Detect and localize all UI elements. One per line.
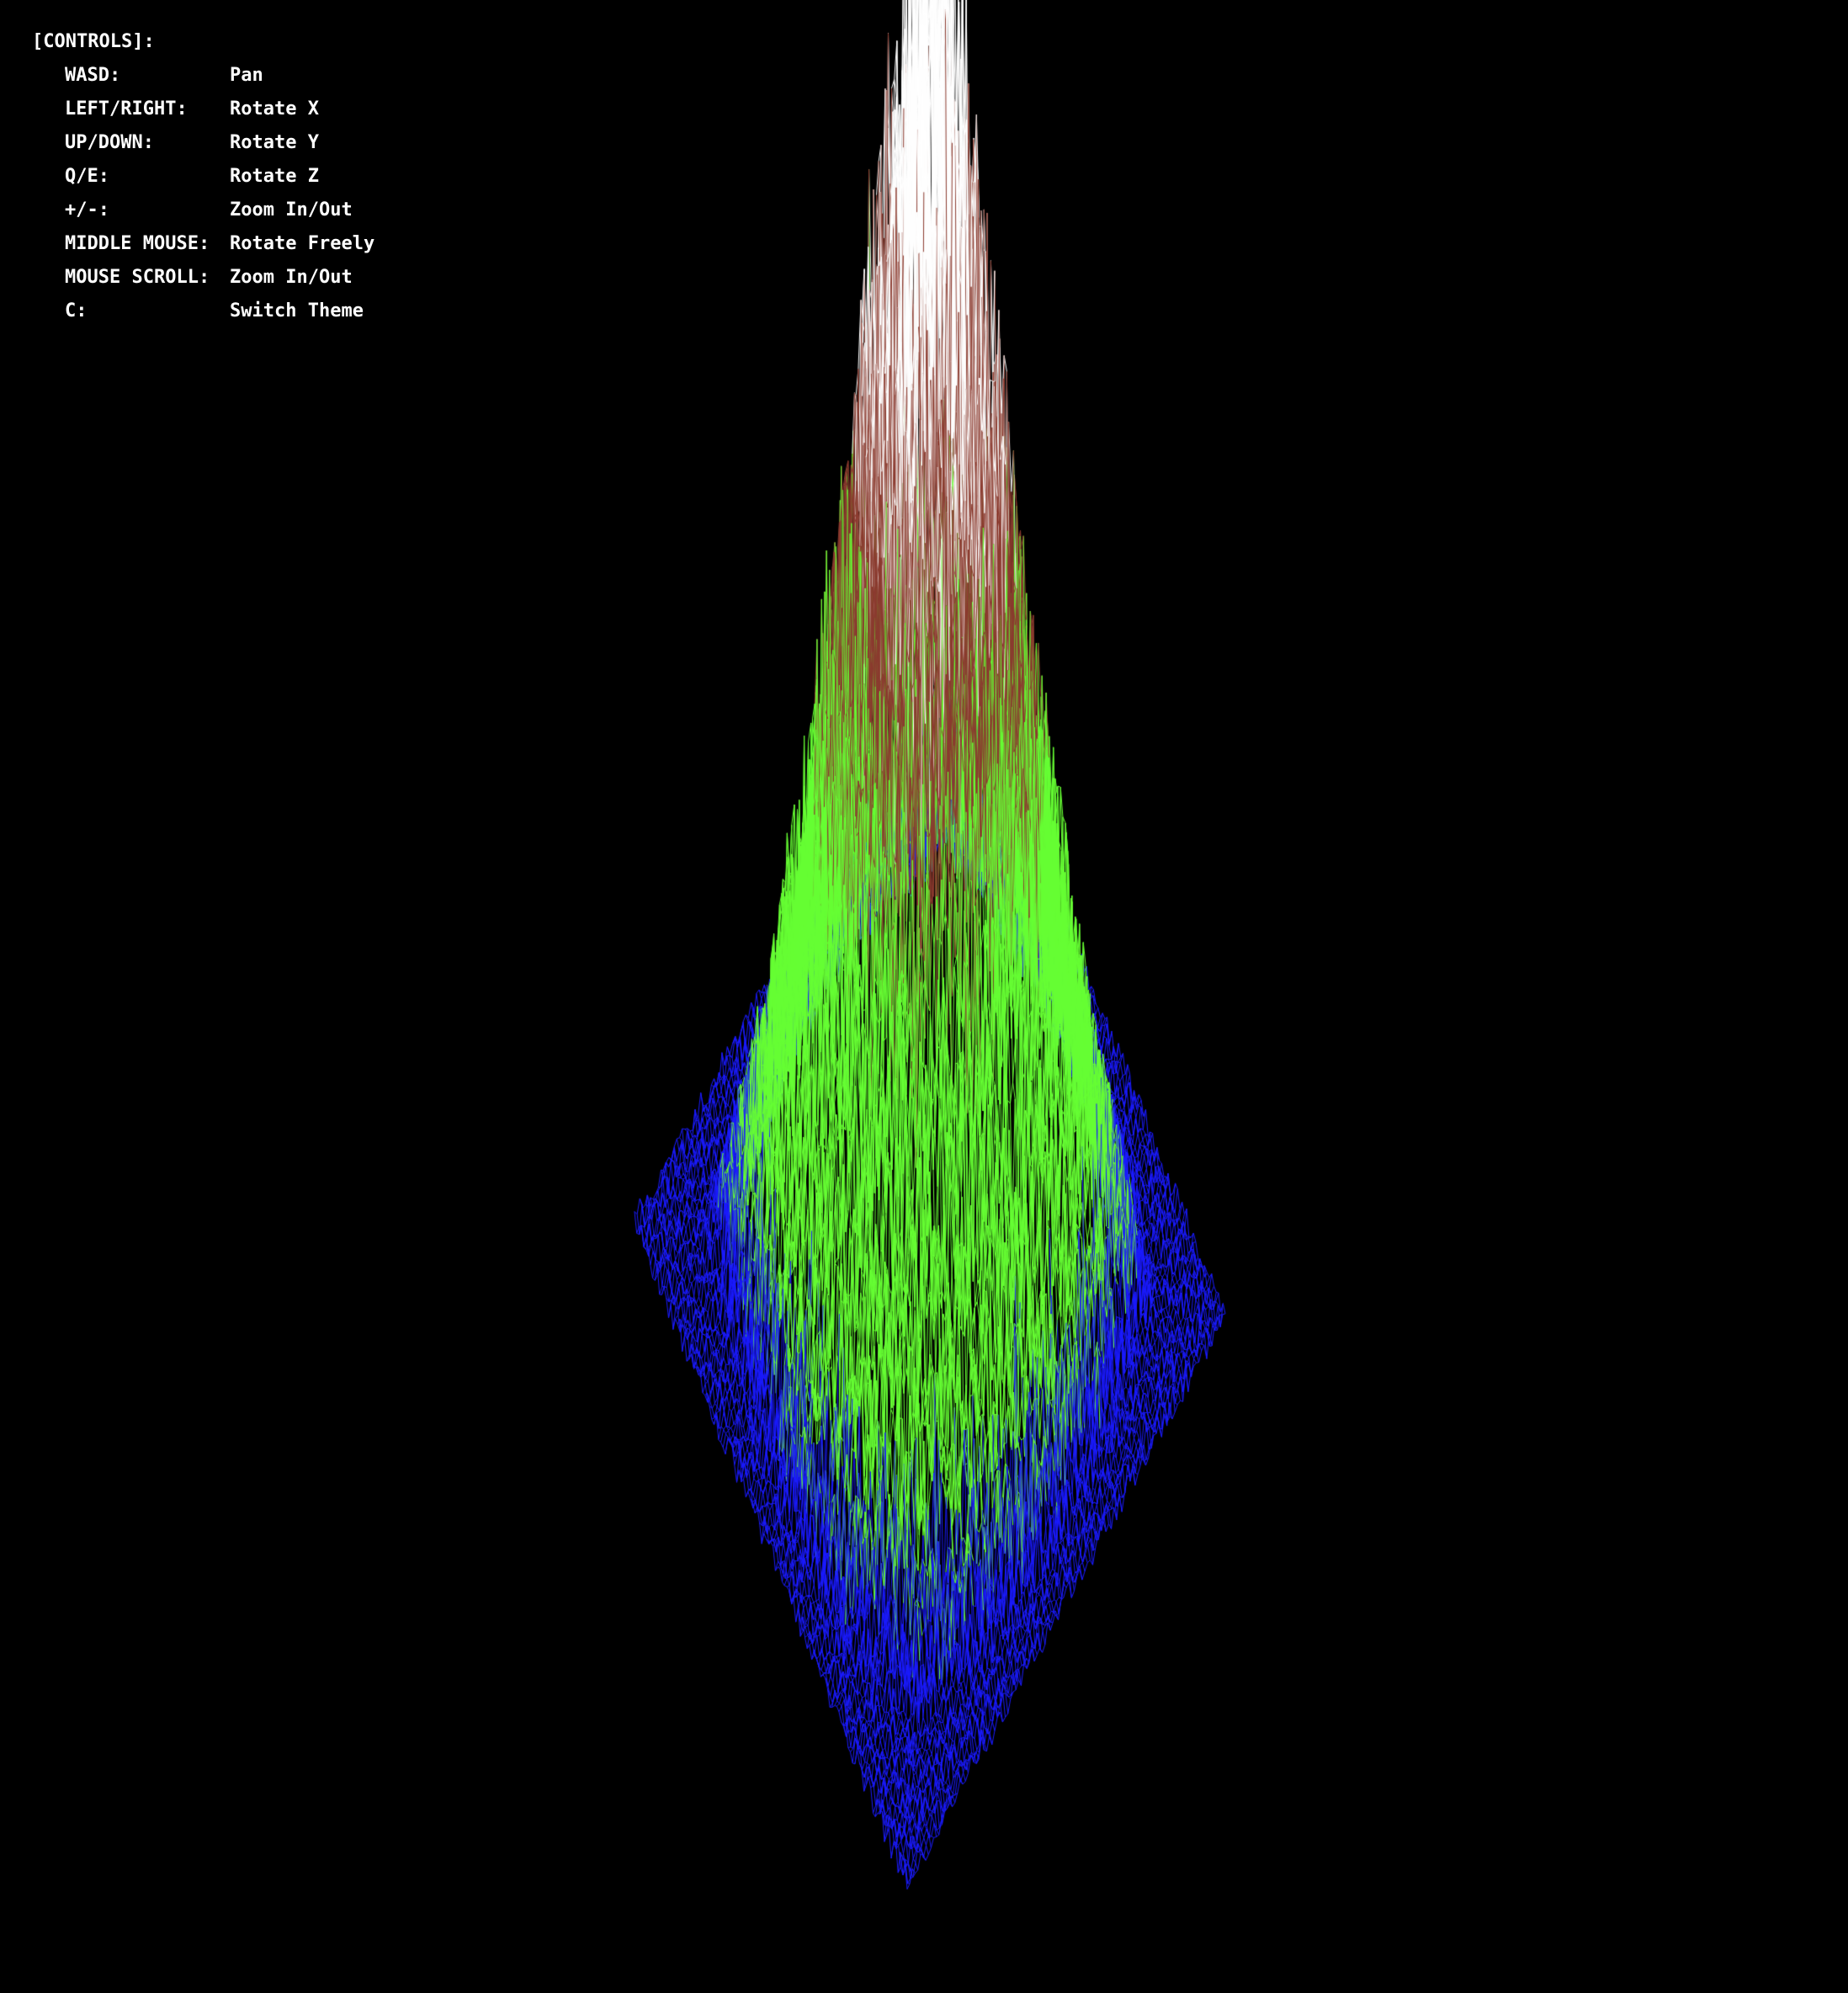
- control-action: Switch Theme: [230, 300, 364, 322]
- control-row-middle-mouse: MIDDLE MOUSE: Rotate Freely: [32, 227, 374, 261]
- control-row-up-down: UP/DOWN: Rotate Y: [32, 126, 374, 160]
- control-action: Zoom In/Out: [230, 267, 353, 288]
- control-row-mouse-scroll: MOUSE SCROLL: Zoom In/Out: [32, 261, 374, 295]
- control-action: Rotate Freely: [230, 233, 375, 254]
- control-key: WASD:: [65, 65, 121, 86]
- controls-overlay: [CONTROLS]: WASD: Pan LEFT/RIGHT: Rotate…: [32, 25, 374, 328]
- control-row-wasd: WASD: Pan: [32, 59, 374, 93]
- control-key: LEFT/RIGHT:: [65, 98, 188, 120]
- control-key: +/-:: [65, 199, 109, 221]
- control-key: MOUSE SCROLL:: [65, 267, 210, 288]
- control-key: C:: [65, 300, 88, 322]
- control-row-plus-minus: +/-: Zoom In/Out: [32, 194, 374, 227]
- control-row-c: C: Switch Theme: [32, 295, 374, 328]
- control-key: Q/E:: [65, 166, 109, 187]
- control-action: Zoom In/Out: [230, 199, 353, 221]
- control-action: Pan: [230, 65, 263, 86]
- control-action: Rotate X: [230, 98, 319, 120]
- control-row-q-e: Q/E: Rotate Z: [32, 160, 374, 194]
- controls-title: [CONTROLS]:: [32, 31, 155, 52]
- control-key: UP/DOWN:: [65, 132, 154, 153]
- control-action: Rotate Z: [230, 166, 319, 187]
- control-action: Rotate Y: [230, 132, 319, 153]
- control-row-left-right: LEFT/RIGHT: Rotate X: [32, 93, 374, 126]
- control-key: MIDDLE MOUSE:: [65, 233, 210, 254]
